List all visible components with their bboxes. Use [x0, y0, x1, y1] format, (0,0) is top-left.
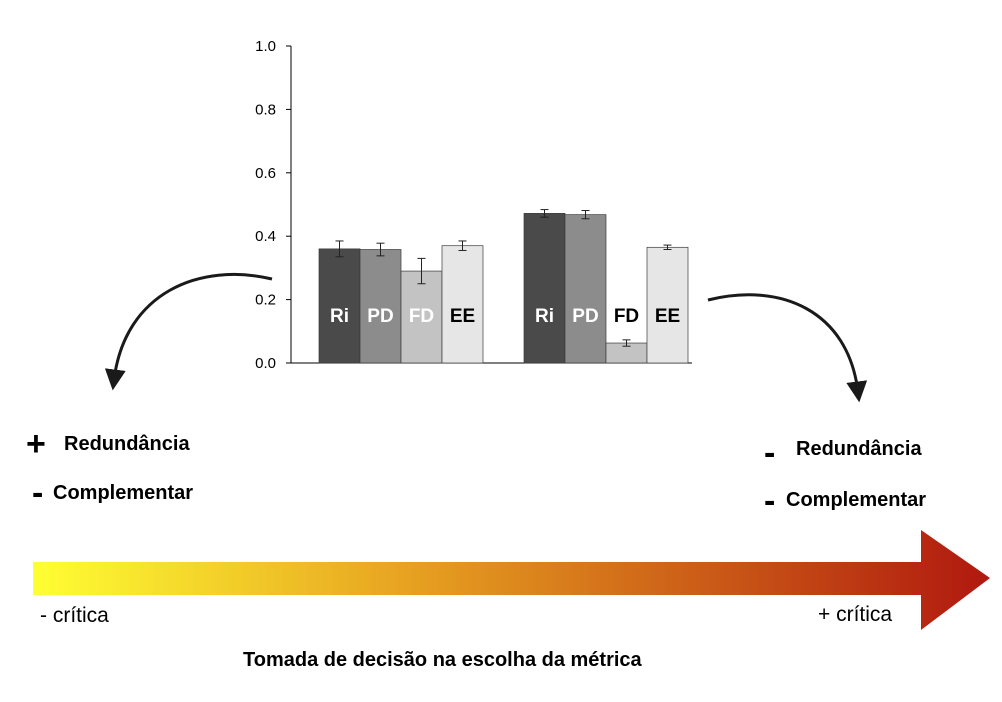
bar-0-pd	[359, 249, 402, 364]
bar-label-1-3: EE	[655, 306, 680, 327]
criticality-arrow	[33, 530, 990, 630]
bar-label-1-1: PD	[572, 306, 598, 327]
right-curved-arrow	[707, 293, 868, 403]
bar-label-0-0: Ri	[330, 306, 349, 327]
y-tick-label-3: 0.6	[255, 165, 276, 182]
y-tick-label-1: 0.2	[255, 292, 276, 309]
bar-1-ee	[646, 246, 689, 364]
y-ticks: 0.0 0.2 0.4 0.6 0.8 1.0	[255, 38, 291, 372]
bar-1-pd	[564, 214, 607, 364]
left-curved-arrow	[104, 272, 273, 391]
bar-1-ri	[523, 213, 566, 364]
bar-label-0-3: EE	[450, 306, 475, 327]
right-minus-sign-1: -	[764, 434, 776, 472]
figure-caption: Tomada de decisão na escolha da métrica	[243, 649, 642, 671]
bar-chart: 0.0 0.2 0.4 0.6 0.8 1.0 Ri PD FD EE Ri PD FD EE	[255, 38, 692, 372]
more-critical-label: + crítica	[818, 603, 893, 626]
bar-label-0-2: FD	[409, 306, 434, 327]
y-tick-label-2: 0.4	[255, 228, 276, 245]
bar-label-1-0: Ri	[535, 306, 554, 327]
bars: Ri PD FD EE Ri PD FD EE	[318, 209, 689, 364]
left-redundancia-label: Redundância	[64, 433, 190, 455]
left-complementar-label: Complementar	[53, 482, 194, 504]
y-tick-label-4: 0.8	[255, 101, 276, 118]
right-minus-sign-2: -	[764, 482, 776, 520]
y-tick-label-5: 1.0	[255, 38, 276, 55]
left-plus-sign: +	[26, 425, 46, 463]
y-tick-label-0: 0.0	[255, 355, 276, 372]
left-minus-sign: -	[32, 474, 44, 512]
right-redundancia-label: Redundância	[796, 438, 922, 460]
bar-label-1-2: FD	[614, 306, 639, 327]
bar-label-0-1: PD	[367, 306, 393, 327]
bar-0-fd	[400, 270, 443, 364]
less-critical-label: - crítica	[40, 604, 109, 627]
bar-0-ri	[318, 248, 361, 364]
right-complementar-label: Complementar	[786, 489, 927, 511]
bar-0-ee	[441, 245, 484, 364]
